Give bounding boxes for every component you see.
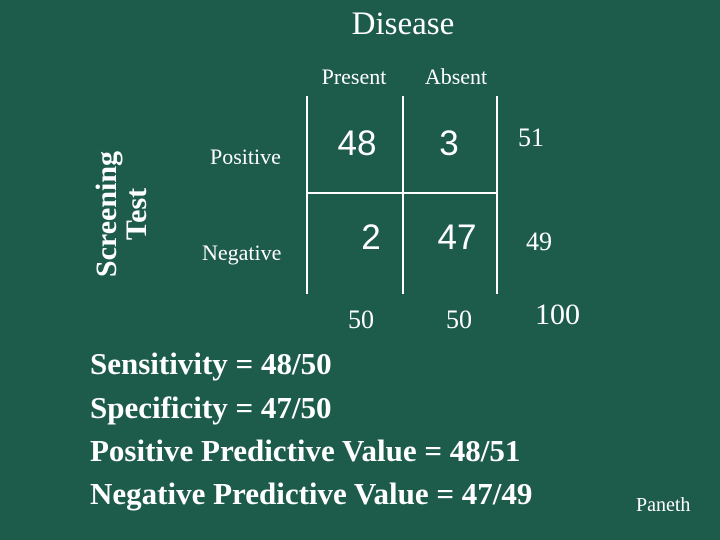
row-total-negative: 49 bbox=[526, 227, 552, 256]
cell-true-negative: 47 bbox=[437, 218, 477, 257]
cell-false-positive: 3 bbox=[439, 124, 459, 163]
row-axis-line-2: Test bbox=[120, 187, 153, 241]
grid-line bbox=[306, 96, 308, 294]
grid-line bbox=[402, 96, 404, 294]
column-total-present: 50 bbox=[348, 305, 374, 334]
metric-positive-predictive-value: Positive Predictive Value = 48/51 bbox=[90, 433, 521, 468]
metric-sensitivity: Sensitivity = 48/50 bbox=[90, 346, 332, 381]
row-axis-label: Screening Test bbox=[90, 134, 192, 294]
row-label-negative: Negative bbox=[202, 240, 282, 265]
row-total-positive: 51 bbox=[518, 123, 544, 152]
row-label-positive: Positive bbox=[210, 144, 281, 169]
cell-false-negative: 2 bbox=[361, 218, 381, 257]
metric-negative-predictive-value: Negative Predictive Value = 47/49 bbox=[90, 476, 533, 511]
cell-true-positive: 48 bbox=[337, 124, 377, 163]
author-credit: Paneth bbox=[636, 494, 691, 516]
grand-total: 100 bbox=[535, 298, 580, 331]
column-header-absent: Absent bbox=[424, 64, 488, 89]
column-total-absent: 50 bbox=[446, 305, 472, 334]
grid-line bbox=[496, 96, 498, 294]
slide-title: Disease bbox=[351, 6, 455, 42]
metric-specificity: Specificity = 47/50 bbox=[90, 390, 332, 425]
grid-line bbox=[306, 192, 498, 194]
row-axis-line-1: Screening bbox=[90, 150, 123, 278]
column-header-present: Present bbox=[321, 64, 387, 89]
